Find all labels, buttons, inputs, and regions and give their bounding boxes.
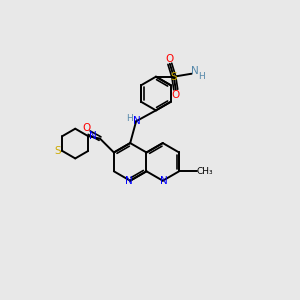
Text: H: H bbox=[126, 114, 133, 123]
Text: N: N bbox=[191, 66, 199, 76]
Text: O: O bbox=[166, 54, 174, 64]
Text: CH₃: CH₃ bbox=[196, 167, 213, 176]
Text: N: N bbox=[125, 176, 133, 186]
Text: O: O bbox=[172, 89, 180, 100]
Text: N: N bbox=[89, 131, 97, 141]
Text: N: N bbox=[133, 116, 141, 126]
Text: O: O bbox=[82, 123, 90, 133]
Text: S: S bbox=[54, 146, 61, 156]
Text: S: S bbox=[170, 72, 177, 82]
Text: H: H bbox=[198, 72, 205, 81]
Text: N: N bbox=[160, 176, 168, 186]
